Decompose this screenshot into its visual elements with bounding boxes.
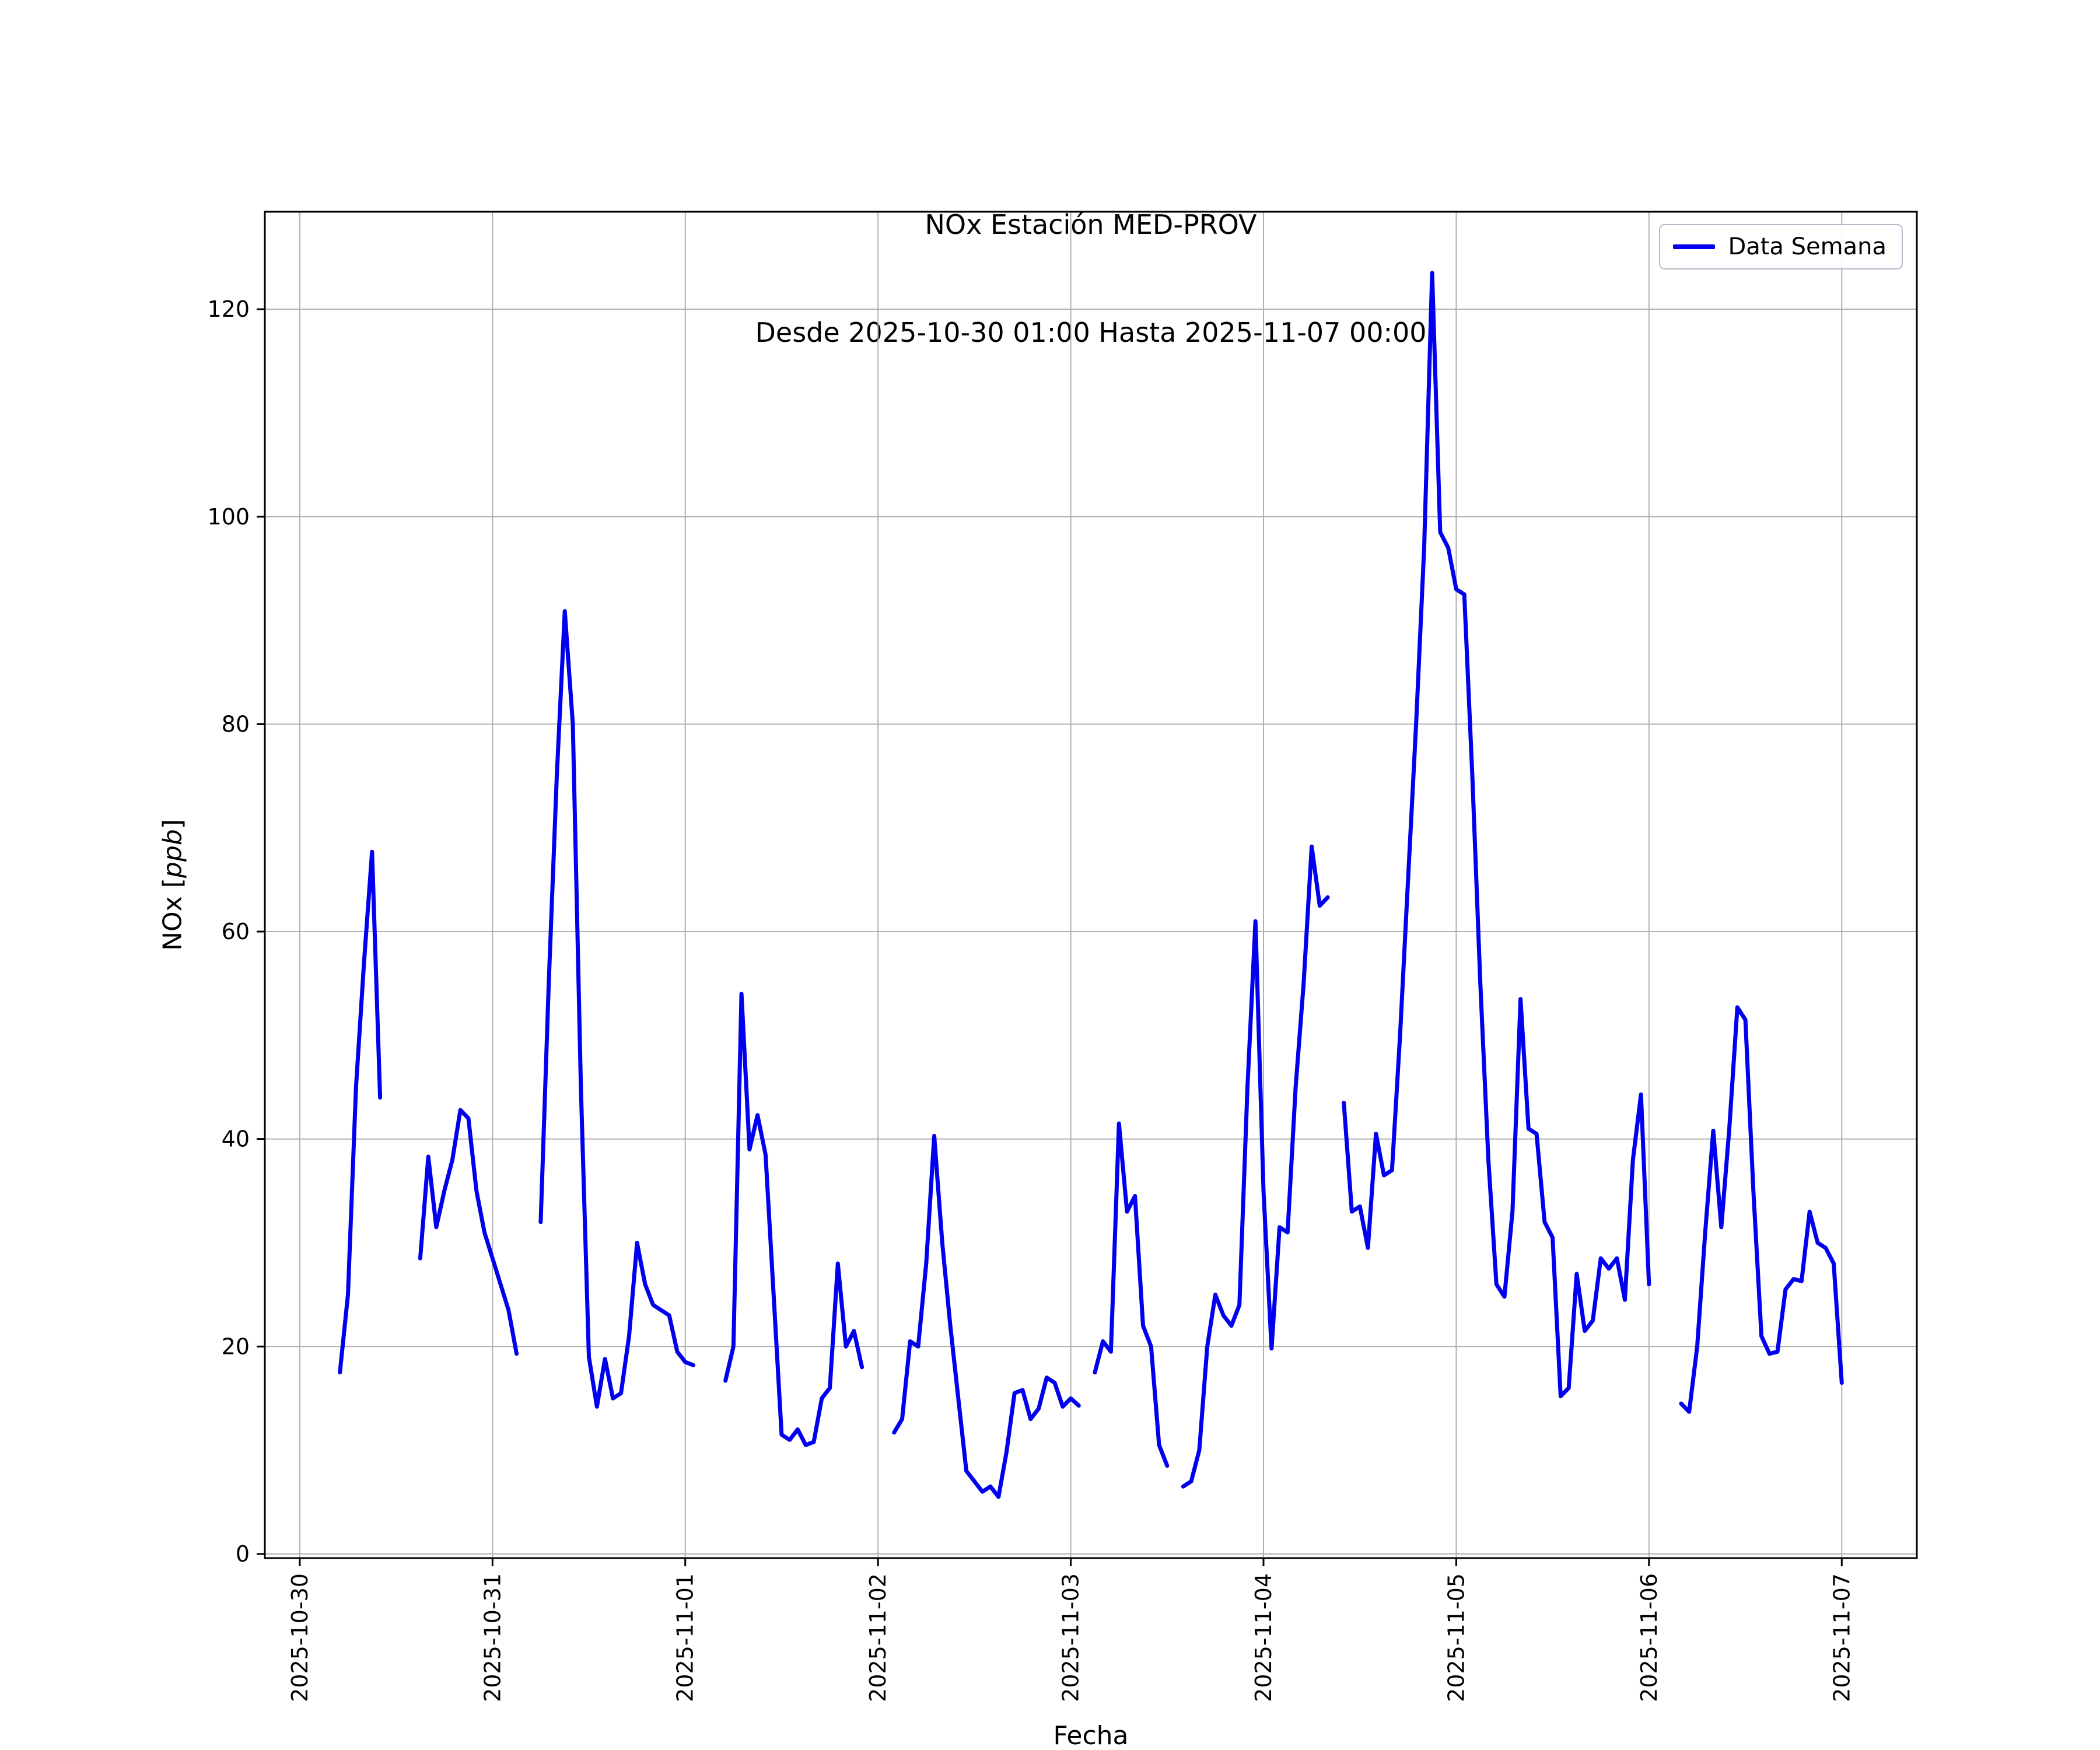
x-axis-label: Fecha (1053, 1721, 1129, 1750)
x-tick-label: 2025-11-03 (1058, 1573, 1084, 1702)
legend: Data Semana (1659, 224, 1903, 270)
x-tick-label: 2025-11-04 (1251, 1573, 1276, 1702)
y-tick-label: 80 (222, 711, 250, 737)
grid-lines (265, 212, 1917, 1558)
plot-border (264, 211, 1918, 1559)
data-line-series (338, 271, 1844, 1499)
y-tick-label: 20 (222, 1334, 250, 1359)
x-tick-labels: 2025-10-30 2025-10-31 2025-11-01 2025-11-02… (287, 1573, 1854, 1702)
legend-label: Data Semana (1728, 233, 1887, 260)
chart-title-line2: Desde 2025-10-30 01:00 Hasta 2025-11-07 … (755, 317, 1427, 349)
y-tick-label: 120 (207, 296, 250, 322)
y-tick-label: 60 (222, 919, 250, 944)
tick-marks (257, 308, 1843, 1566)
x-tick-label: 2025-10-30 (287, 1573, 313, 1702)
chart-title-line1: NOx Estación MED-PROV (925, 209, 1257, 241)
y-tick-labels: 0 20 40 60 80 100 120 (207, 296, 250, 1567)
x-tick-label: 2025-11-01 (673, 1573, 698, 1702)
x-tick-label: 2025-10-31 (480, 1573, 505, 1702)
y-axis-label: NOx [ppb] (158, 819, 188, 951)
x-tick-label: 2025-11-07 (1829, 1573, 1854, 1702)
x-tick-label: 2025-11-02 (865, 1573, 891, 1702)
chart-title: NOx Estación MED-PROV Desde 2025-10-30 0… (265, 135, 1917, 423)
x-tick-label: 2025-11-05 (1443, 1573, 1469, 1702)
y-tick-label: 0 (236, 1541, 250, 1567)
legend-line-swatch (1673, 244, 1716, 249)
x-tick-label: 2025-11-06 (1636, 1573, 1662, 1702)
y-tick-label: 100 (207, 504, 250, 530)
y-tick-label: 40 (222, 1126, 250, 1152)
